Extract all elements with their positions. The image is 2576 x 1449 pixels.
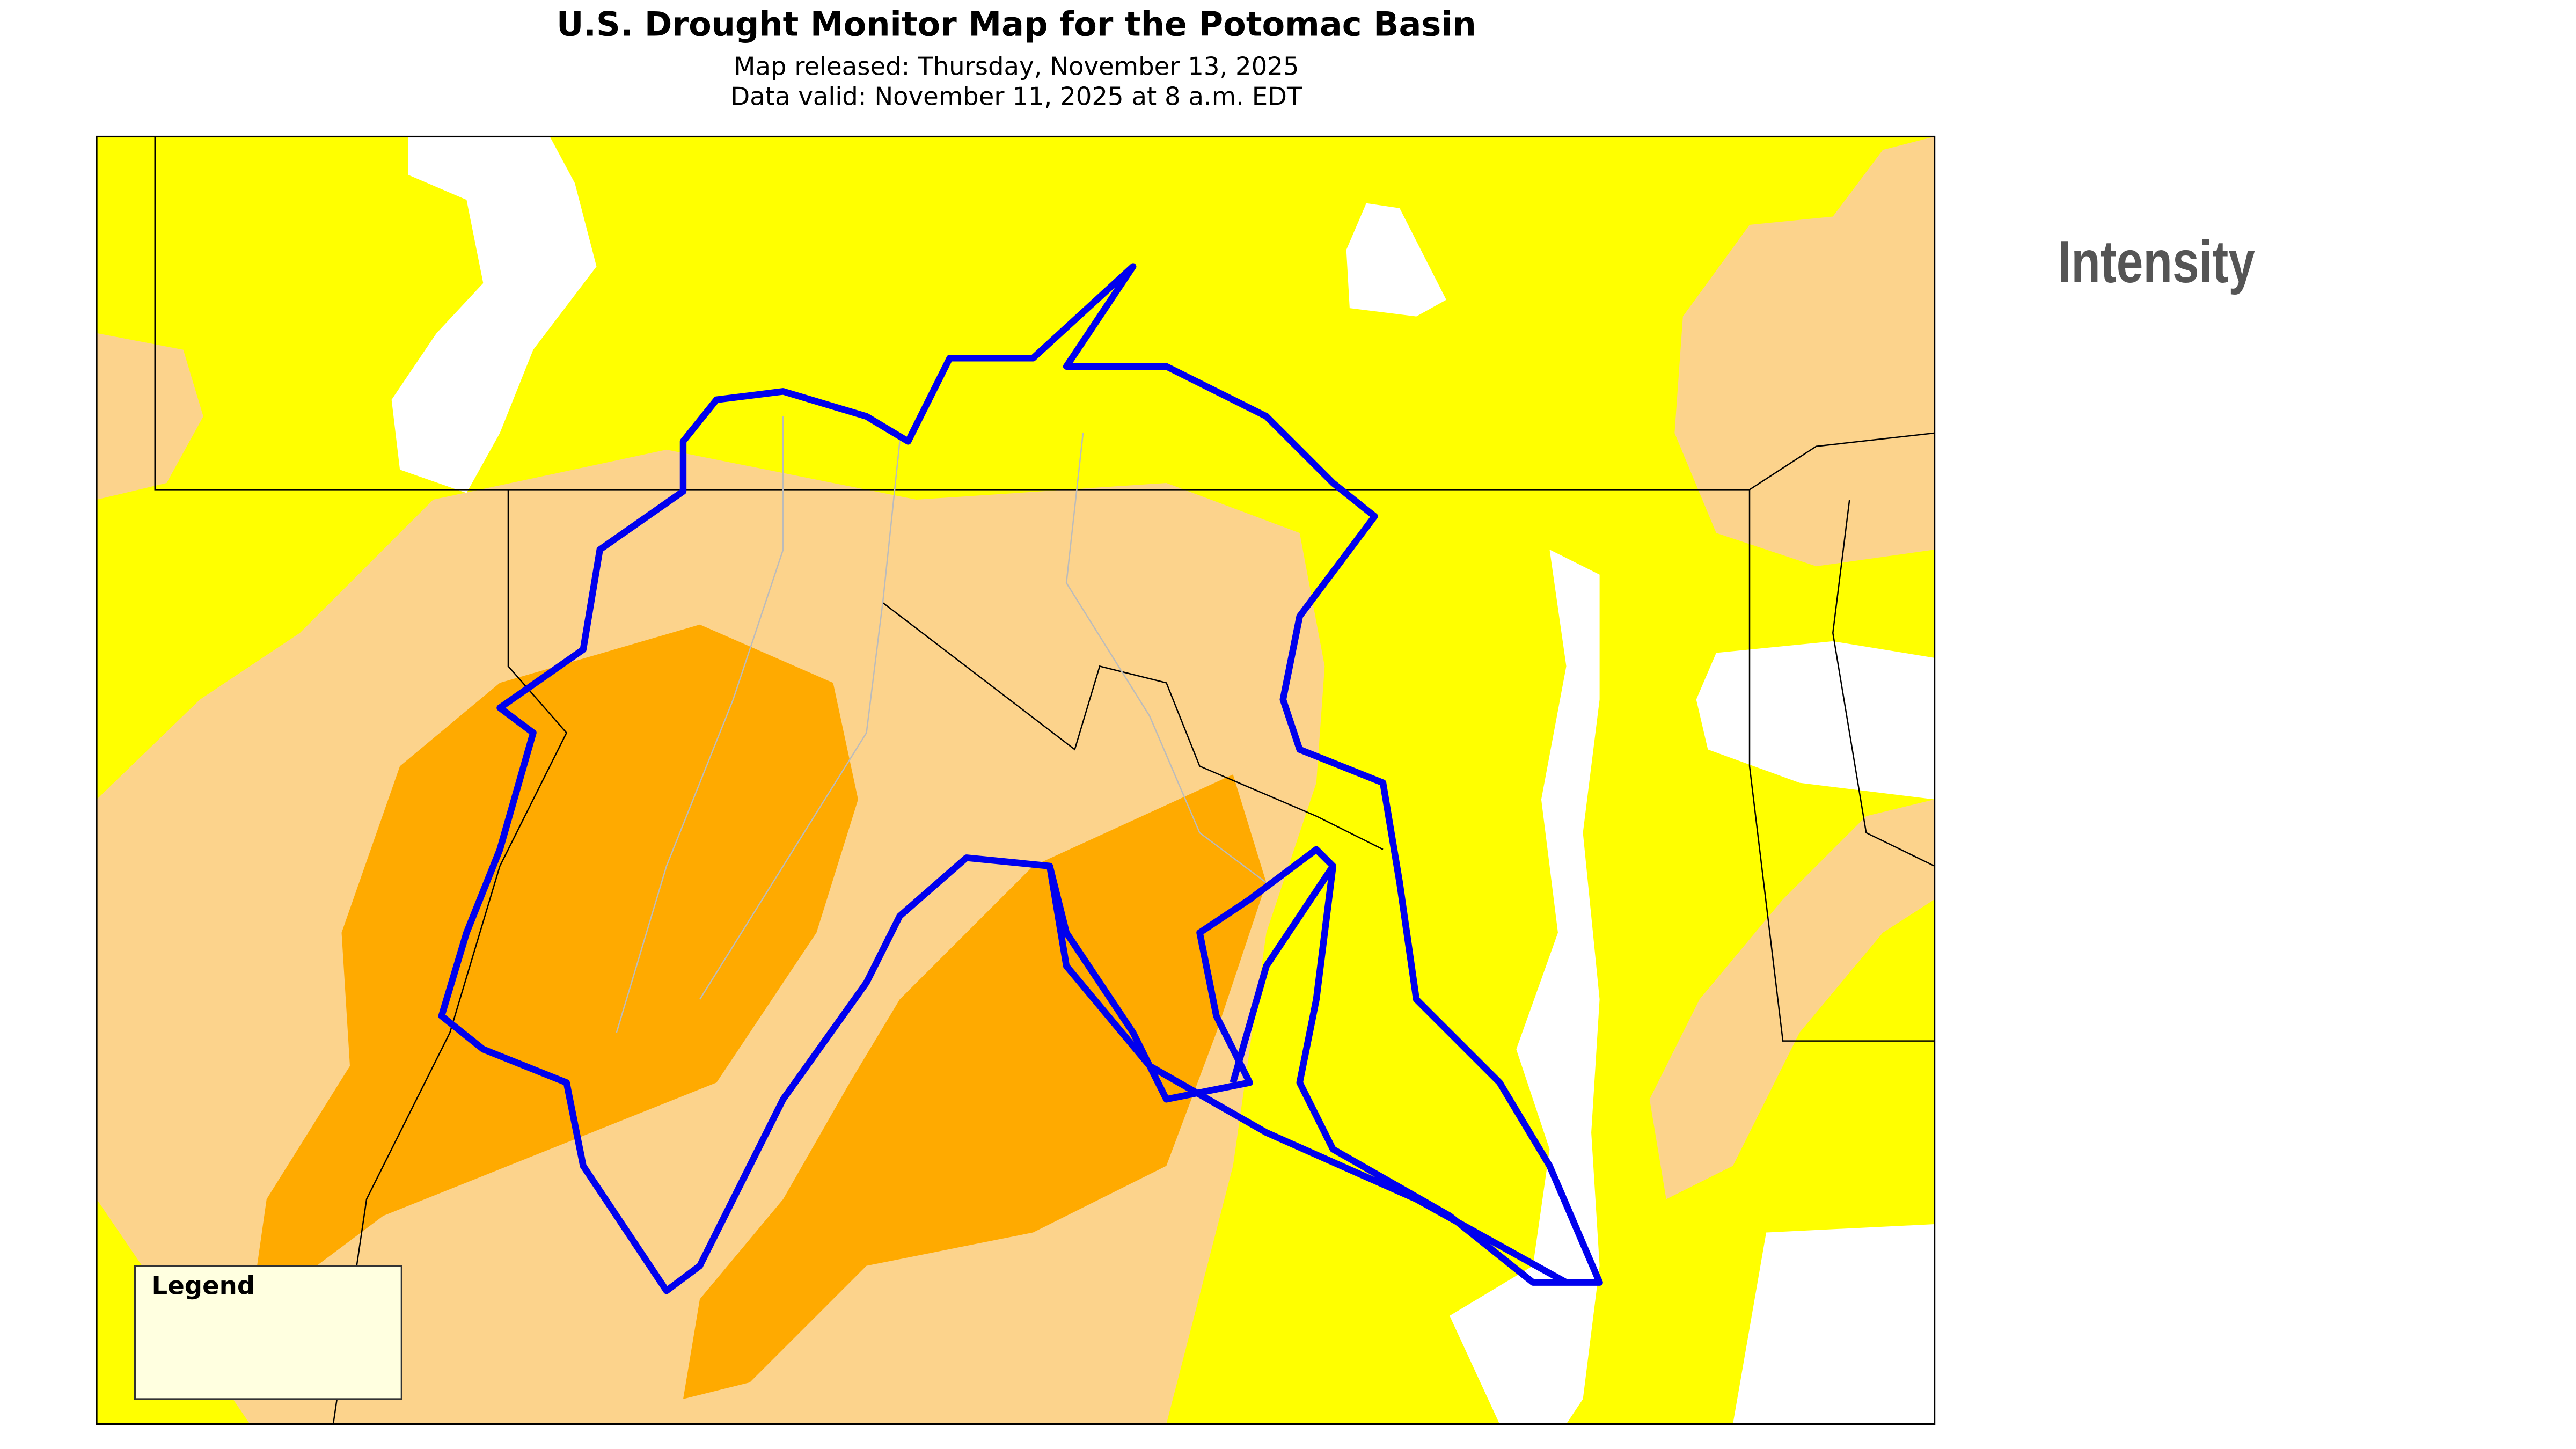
d2-area [250,624,858,1316]
map-legend: Legend [134,1265,402,1400]
d2-area [683,774,1267,1399]
water [1732,1224,1935,1424]
intensity-title: Intensity [2058,229,2255,296]
subtitle: Map released: Thursday, November 13, 202… [734,52,1299,81]
d1-area [1674,136,1935,567]
no-drought [1346,203,1446,317]
no-drought [391,136,597,493]
legend-box [134,1265,402,1400]
title: U.S. Drought Monitor Map for the Potomac… [557,5,1476,44]
d1-area [97,333,203,500]
potomac-basin [438,263,1603,1294]
legend-title: Legend [152,1271,255,1300]
d1-area [1649,799,1935,1199]
subbasins [616,416,1267,1033]
no-drought [1696,641,1935,800]
subtitle: Data valid: November 11, 2025 at 8 a.m. … [730,82,1302,111]
state-lines [154,136,1935,1424]
water [1450,550,1600,1424]
map [97,136,1935,1424]
map-frame [96,135,1936,1425]
